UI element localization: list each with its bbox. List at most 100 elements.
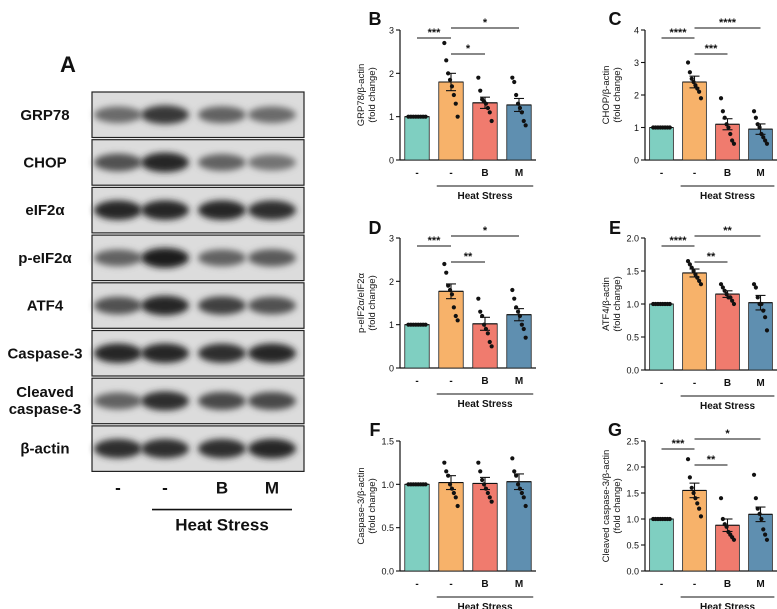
data-point [515,482,521,487]
data-point [512,296,517,301]
data-point [442,261,447,267]
y-tick-label: 2.5 [626,437,639,447]
y-tick-label: 0.0 [381,567,394,577]
significance-label: *** [428,235,442,247]
chart-panel-d: D 0 1 2 3 p-eIF2α/eIF2α(fold change) - - B M Heat … [356,218,536,410]
bar [748,513,773,572]
y-tick-label: 1.0 [381,480,394,490]
data-point [514,473,519,478]
data-point [519,110,524,115]
data-point [763,532,768,537]
y-axis-label-line: (fold change) [612,67,623,122]
data-point [718,282,724,287]
bar [438,482,464,572]
blot-band [94,200,142,220]
bar [748,302,773,371]
data-point [487,110,492,115]
data-point [755,295,760,300]
y-axis-label: ATF4/β-actin(fold change) [601,276,623,331]
bar [506,481,532,572]
y-tick-label: 0.0 [626,366,639,376]
data-point [698,96,704,101]
y-axis-label: CHOP/β-actin(fold change) [601,66,623,125]
y-tick-label: 1.5 [626,489,639,499]
data-point [722,288,727,293]
blot-band [248,106,296,123]
data-point [485,490,490,496]
chart-panel-b: B 0 1 2 3 GRP78/β-actin(fold change) - - B M Heat … [356,9,536,202]
blot-band [198,106,246,124]
x-tick-label: M [515,168,523,179]
bar [682,81,707,161]
y-axis-label: GRP78/β-actin(fold change) [356,64,378,127]
y-tick-label: 0.5 [626,333,639,343]
data-point [720,285,725,290]
blot-group-label: Heat Stress [175,516,269,535]
blot-band [141,152,189,173]
x-tick-label: M [515,579,523,590]
significance-label: ** [723,225,732,237]
blot-band [198,296,246,315]
blot-band [94,296,142,315]
data-point [515,309,521,314]
data-point [442,40,447,46]
x-tick-label: - [449,376,452,387]
data-point [691,79,696,85]
y-axis-label-line: CHOP/β-actin [601,66,612,125]
bar [472,483,498,572]
data-point [449,292,455,297]
data-point [697,278,702,283]
significance-label: ** [707,251,716,263]
data-point [757,125,762,130]
data-point [726,125,731,130]
y-tick-label: 1 [389,112,394,122]
data-point [489,344,494,349]
group-label: Heat Stress [700,401,755,412]
y-tick-label: 2 [389,69,394,79]
blot-row-label: β-actin [20,441,69,458]
significance-label: **** [669,27,687,39]
blot-band [141,247,189,268]
significance-label: ** [464,251,473,263]
significance-label: **** [719,17,737,29]
y-axis-label-line: (fold change) [367,275,378,330]
blot-band [198,391,246,410]
data-point [423,114,428,119]
blot-band [141,439,189,459]
data-point [718,96,724,101]
data-point [689,485,694,490]
data-point [751,282,757,287]
data-point [695,275,700,280]
bar [649,518,674,572]
blot-row-3: p-eIF2α [18,234,305,282]
bar [682,489,707,572]
x-tick-label: B [481,168,488,179]
y-tick-label: 3 [634,58,639,68]
group-label: Heat Stress [457,191,512,202]
data-point [697,89,702,94]
group-label: Heat Stress [457,602,512,609]
western-blot-panel: A GRP78 CHOP eIF2α p-eIF2α ATF4 Caspase-3 Cleav… [7,52,305,535]
data-point [731,537,737,542]
data-point [761,308,766,313]
data-point [691,268,696,274]
y-tick-label: 0.5 [626,541,639,551]
data-point [453,495,458,500]
blot-band [94,439,142,459]
bar [438,81,464,161]
blot-band [141,200,189,220]
data-point [751,472,757,477]
bar [404,116,430,161]
data-point [478,309,483,314]
data-point [489,499,494,504]
y-axis-label-line: Caspase-3/β-actin [356,467,367,544]
data-point [476,296,481,301]
y-axis-label-line: (fold change) [612,478,623,533]
x-tick-label: - [660,579,663,590]
blot-band [141,105,189,125]
significance-label: * [725,428,730,440]
data-point [487,339,492,345]
data-point [753,115,758,120]
data-point [685,60,691,65]
x-tick-label: B [481,376,488,387]
